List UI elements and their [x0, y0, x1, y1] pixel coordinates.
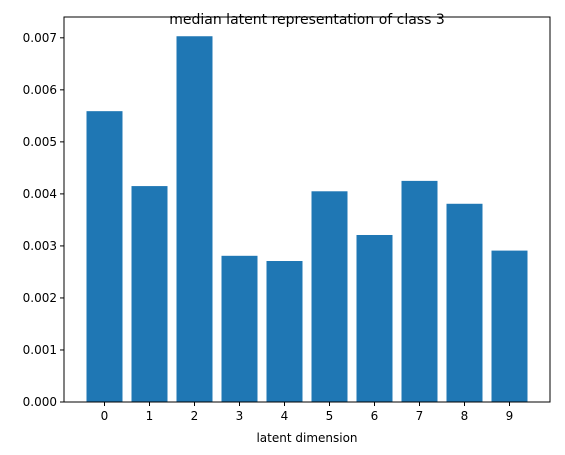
x-tick-label: 4	[281, 409, 289, 423]
x-axis-label: latent dimension	[256, 431, 357, 445]
x-tick-label: 7	[416, 409, 424, 423]
bar-3	[221, 255, 258, 402]
x-tick-label: 2	[191, 409, 199, 423]
y-tick-label: 0.005	[23, 135, 57, 149]
x-tick-label: 5	[326, 409, 334, 423]
x-axis-ticks: 0 1 2 3 4 5 6 7 8 9	[101, 402, 514, 423]
y-tick-label: 0.001	[23, 343, 57, 357]
y-tick-label: 0.003	[23, 239, 57, 253]
y-tick-label: 0.007	[23, 31, 57, 45]
plot-frame	[63, 16, 551, 403]
y-tick-label: 0.002	[23, 291, 57, 305]
y-tick-label: 0.006	[23, 83, 57, 97]
bar-8	[446, 203, 483, 402]
bar-9	[491, 250, 528, 402]
y-tick-label: 0.000	[23, 395, 57, 409]
bar-4	[266, 261, 303, 402]
bar-5	[311, 191, 348, 402]
x-tick-label: 0	[101, 409, 109, 423]
bar-2	[176, 36, 213, 402]
x-tick-label: 3	[236, 409, 244, 423]
bar-7	[401, 180, 438, 402]
bars-group	[86, 36, 528, 403]
bar-1	[131, 186, 168, 402]
y-tick-label: 0.004	[23, 187, 57, 201]
bar-6	[356, 234, 393, 402]
x-tick-label: 9	[506, 409, 514, 423]
chart-title: median latent representation of class 3	[169, 12, 445, 28]
x-tick-label: 6	[371, 409, 379, 423]
y-axis-ticks: 0.000 0.001 0.002 0.003 0.004 0.005 0.006 0.007	[23, 31, 64, 409]
x-tick-label: 8	[461, 409, 469, 423]
bar-0	[86, 111, 123, 403]
x-tick-label: 1	[146, 409, 154, 423]
